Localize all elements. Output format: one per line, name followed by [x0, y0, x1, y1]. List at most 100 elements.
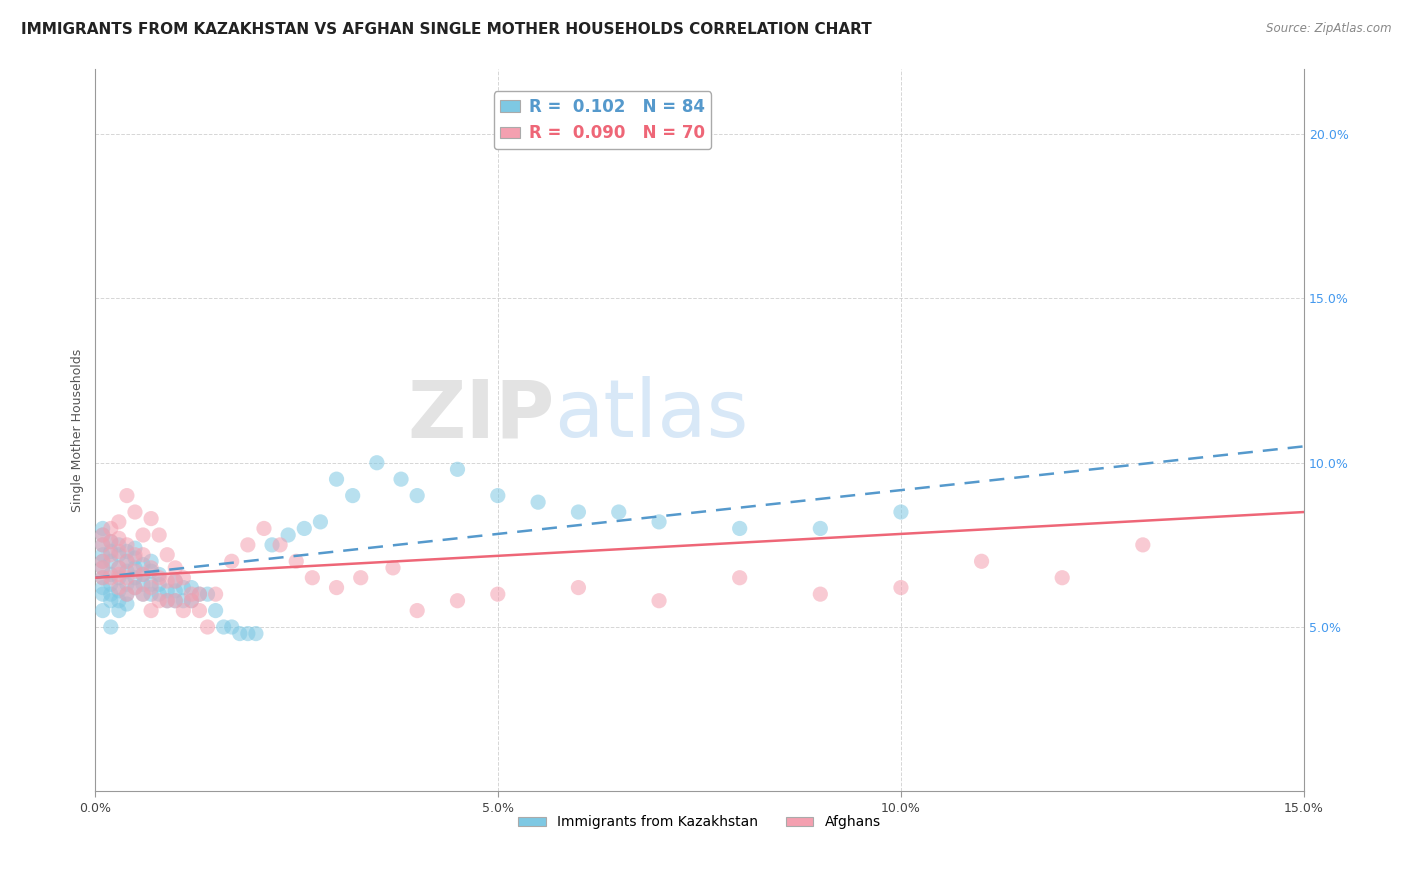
Point — [115, 587, 138, 601]
Point — [172, 593, 194, 607]
Point — [165, 574, 187, 588]
Point — [165, 561, 187, 575]
Point — [91, 538, 114, 552]
Point — [197, 620, 219, 634]
Point — [342, 489, 364, 503]
Point — [180, 593, 202, 607]
Point — [527, 495, 550, 509]
Point — [156, 548, 179, 562]
Point — [277, 528, 299, 542]
Point — [132, 567, 155, 582]
Point — [245, 626, 267, 640]
Point — [100, 593, 122, 607]
Point — [132, 548, 155, 562]
Point — [91, 554, 114, 568]
Point — [91, 554, 114, 568]
Point — [236, 626, 259, 640]
Text: Source: ZipAtlas.com: Source: ZipAtlas.com — [1267, 22, 1392, 36]
Point — [446, 593, 468, 607]
Text: IMMIGRANTS FROM KAZAKHSTAN VS AFGHAN SINGLE MOTHER HOUSEHOLDS CORRELATION CHART: IMMIGRANTS FROM KAZAKHSTAN VS AFGHAN SIN… — [21, 22, 872, 37]
Point — [91, 587, 114, 601]
Point — [115, 577, 138, 591]
Point — [139, 564, 162, 578]
Point — [188, 587, 211, 601]
Point — [389, 472, 412, 486]
Point — [165, 593, 187, 607]
Point — [139, 577, 162, 591]
Point — [100, 587, 122, 601]
Point — [108, 593, 131, 607]
Point — [148, 528, 170, 542]
Point — [91, 528, 114, 542]
Point — [156, 574, 179, 588]
Point — [91, 528, 114, 542]
Point — [148, 593, 170, 607]
Point — [156, 593, 179, 607]
Point — [180, 587, 202, 601]
Point — [253, 521, 276, 535]
Point — [139, 554, 162, 568]
Point — [124, 581, 146, 595]
Point — [108, 548, 131, 562]
Legend: Immigrants from Kazakhstan, Afghans: Immigrants from Kazakhstan, Afghans — [512, 810, 886, 835]
Point — [607, 505, 630, 519]
Point — [100, 567, 122, 582]
Point — [406, 489, 429, 503]
Point — [115, 489, 138, 503]
Point — [406, 604, 429, 618]
Point — [165, 593, 187, 607]
Point — [180, 581, 202, 595]
Point — [269, 538, 291, 552]
Point — [91, 571, 114, 585]
Point — [212, 620, 235, 634]
Point — [100, 571, 122, 585]
Point — [648, 515, 671, 529]
Point — [108, 538, 131, 552]
Point — [486, 489, 509, 503]
Point — [172, 581, 194, 595]
Point — [139, 604, 162, 618]
Point — [132, 567, 155, 582]
Point — [648, 593, 671, 607]
Point — [124, 564, 146, 578]
Point — [124, 551, 146, 566]
Point — [132, 587, 155, 601]
Point — [115, 538, 138, 552]
Point — [728, 521, 751, 535]
Point — [91, 521, 114, 535]
Point — [156, 583, 179, 598]
Point — [139, 561, 162, 575]
Point — [108, 561, 131, 575]
Point — [100, 521, 122, 535]
Point — [325, 472, 347, 486]
Point — [100, 554, 122, 568]
Point — [148, 571, 170, 585]
Point — [108, 515, 131, 529]
Point — [486, 587, 509, 601]
Point — [446, 462, 468, 476]
Point — [325, 581, 347, 595]
Point — [139, 511, 162, 525]
Point — [100, 534, 122, 549]
Point — [970, 554, 993, 568]
Point — [115, 564, 138, 578]
Point — [382, 561, 405, 575]
Point — [124, 571, 146, 585]
Point — [728, 571, 751, 585]
Point — [172, 604, 194, 618]
Point — [91, 561, 114, 575]
Point — [808, 587, 831, 601]
Point — [91, 604, 114, 618]
Point — [115, 571, 138, 585]
Point — [108, 561, 131, 575]
Point — [221, 554, 243, 568]
Point — [366, 456, 388, 470]
Point — [132, 577, 155, 591]
Point — [108, 581, 131, 595]
Point — [204, 604, 226, 618]
Point — [91, 571, 114, 585]
Point — [100, 548, 122, 562]
Point — [260, 538, 283, 552]
Point — [188, 604, 211, 618]
Point — [301, 571, 323, 585]
